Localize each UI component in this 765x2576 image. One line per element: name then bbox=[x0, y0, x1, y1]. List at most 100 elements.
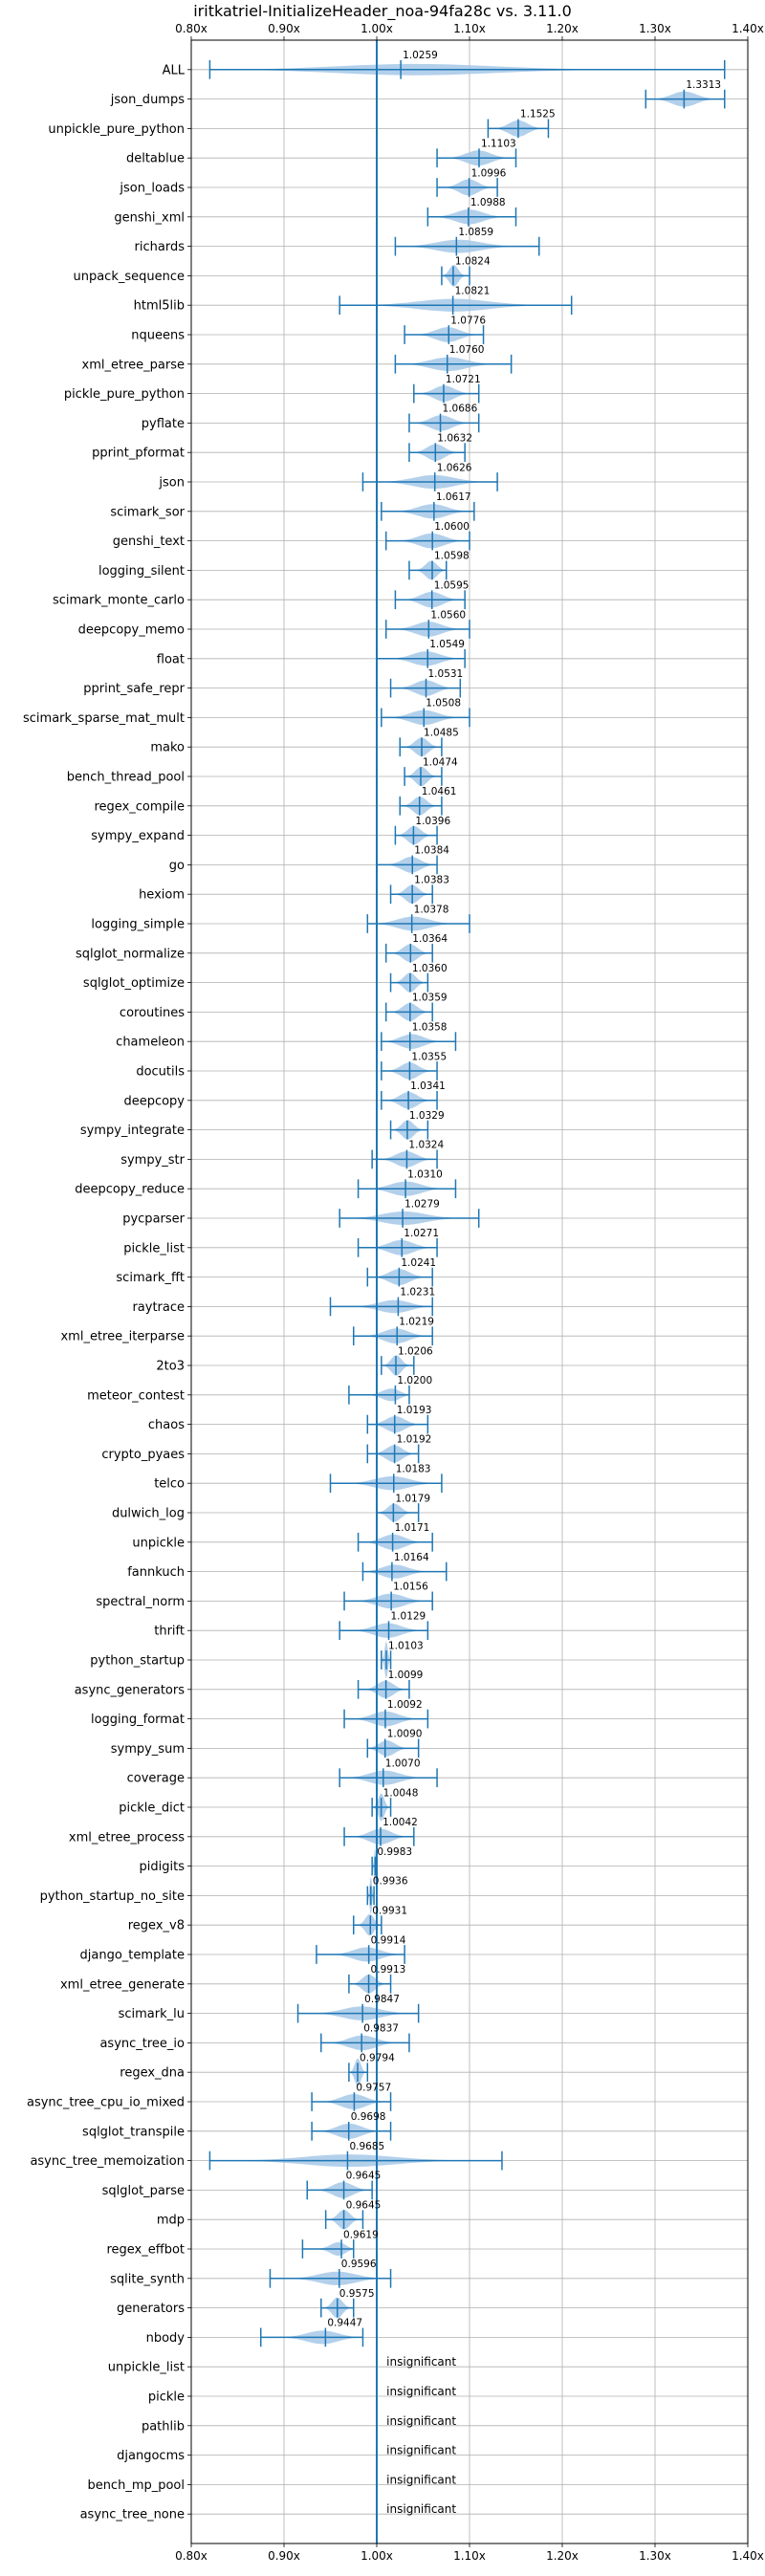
benchmark-label: 2to3 bbox=[156, 1360, 185, 1374]
mean-value-label: 0.9913 bbox=[371, 1964, 406, 1976]
mean-value-label: 0.9847 bbox=[364, 1994, 400, 2005]
x-tick-label-bottom: 1.30x bbox=[639, 2549, 671, 2563]
mean-value-label: 0.9931 bbox=[372, 1905, 407, 1916]
benchmark-label: xml_etree_process bbox=[69, 1830, 185, 1845]
benchmark-label: docutils bbox=[136, 1065, 185, 1080]
mean-value-label: 1.0626 bbox=[437, 462, 472, 473]
mean-value-label: 1.0206 bbox=[398, 1345, 433, 1357]
grid-layer bbox=[190, 40, 749, 2543]
insignificant-label: insignificant bbox=[386, 2385, 456, 2398]
mean-value-label: 0.9936 bbox=[373, 1876, 408, 1888]
benchmark-label: coroutines bbox=[120, 1006, 185, 1020]
mean-value-label: 1.0360 bbox=[412, 963, 448, 974]
x-tick-label-bottom: 1.40x bbox=[732, 2549, 764, 2563]
benchmark-label: regex_dna bbox=[120, 2066, 185, 2081]
mean-value-label: 1.0183 bbox=[396, 1463, 431, 1474]
benchmark-label: pickle_list bbox=[123, 1241, 185, 1255]
mean-value-label: 1.0329 bbox=[409, 1110, 445, 1122]
mean-value-label: 1.0241 bbox=[401, 1257, 436, 1269]
x-tick-label-bottom: 1.10x bbox=[453, 2549, 486, 2563]
benchmark-label: fannkuch bbox=[127, 1565, 185, 1580]
mean-value-label: 1.0396 bbox=[415, 816, 450, 827]
mean-value-label: 1.0048 bbox=[383, 1787, 419, 1799]
x-tick-label-bottom: 0.80x bbox=[175, 2549, 208, 2563]
mean-value-label: 1.0531 bbox=[428, 668, 464, 680]
mean-value-label: 0.9619 bbox=[343, 2229, 379, 2240]
mean-value-label: 0.9983 bbox=[377, 1846, 412, 1858]
mean-value-label: 1.0341 bbox=[410, 1081, 446, 1092]
benchmark-label: genshi_xml bbox=[114, 210, 185, 225]
benchmark-label: pidigits bbox=[140, 1860, 186, 1874]
mean-value-label: 1.0279 bbox=[404, 1198, 440, 1210]
x-tick-label-top: 1.40x bbox=[732, 22, 764, 35]
x-tick-label-top: 1.00x bbox=[361, 22, 393, 35]
benchmark-label: telco bbox=[154, 1477, 185, 1492]
benchmark-label: chaos bbox=[148, 1418, 185, 1432]
benchmark-label: pathlib bbox=[142, 2419, 185, 2434]
insignificant-label: insignificant bbox=[386, 2355, 456, 2369]
benchmark-label: meteor_contest bbox=[87, 1388, 185, 1403]
benchmark-label: raytrace bbox=[132, 1300, 185, 1315]
insignificant-label: insignificant bbox=[386, 2473, 456, 2486]
mean-value-label: 0.9575 bbox=[339, 2288, 375, 2300]
benchmark-label: scimark_fft bbox=[116, 1271, 185, 1285]
benchmark-label: django_template bbox=[80, 1949, 185, 1963]
benchmark-label: pickle bbox=[148, 2390, 185, 2405]
benchmark-label: json bbox=[158, 476, 185, 491]
mean-value-label: 1.0378 bbox=[414, 904, 449, 915]
mean-value-label: 1.0859 bbox=[458, 227, 493, 238]
benchmark-label: ALL bbox=[163, 63, 186, 77]
benchmark-label: sqlglot_normalize bbox=[76, 947, 185, 961]
insignificant-label: insignificant bbox=[386, 2444, 456, 2457]
mean-value-label: 1.0090 bbox=[387, 1729, 423, 1740]
mean-value-label: 1.0776 bbox=[450, 315, 486, 326]
benchmark-label: scimark_sparse_mat_mult bbox=[23, 711, 185, 726]
mean-value-label: 1.0461 bbox=[422, 786, 457, 797]
benchmark-label: djangocms bbox=[117, 2449, 185, 2463]
benchmark-label: sqlglot_parse bbox=[102, 2184, 185, 2198]
benchmark-label: python_startup_no_site bbox=[40, 1889, 185, 1904]
benchmark-label: async_generators bbox=[75, 1683, 186, 1697]
benchmark-label: deltablue bbox=[126, 152, 185, 166]
benchmark-label: xml_etree_parse bbox=[82, 358, 185, 372]
x-tick-label-bottom: 1.20x bbox=[546, 2549, 579, 2563]
mean-value-label: 0.9645 bbox=[346, 2199, 382, 2211]
benchmark-label: sqlglot_transpile bbox=[82, 2125, 185, 2139]
mean-value-label: 0.9794 bbox=[360, 2052, 395, 2063]
x-tick-label-bottom: 1.00x bbox=[361, 2549, 393, 2563]
mean-value-label: 0.9914 bbox=[371, 1934, 406, 1946]
benchmark-label: sympy_integrate bbox=[80, 1124, 185, 1138]
benchmark-label: go bbox=[169, 859, 185, 873]
benchmark-label: async_tree_memoization bbox=[30, 2154, 185, 2169]
benchmark-label: pycparser bbox=[122, 1212, 185, 1227]
benchmark-label: mdp bbox=[157, 2214, 185, 2228]
benchmark-label: deepcopy bbox=[123, 1094, 185, 1108]
benchmark-label: json_dumps bbox=[110, 93, 185, 107]
mean-value-label: 0.9757 bbox=[356, 2082, 391, 2093]
benchmark-label: bench_thread_pool bbox=[67, 771, 185, 785]
mean-value-label: 1.0192 bbox=[397, 1434, 432, 1446]
mean-value-label: 1.0355 bbox=[411, 1051, 447, 1062]
mean-value-label: 1.0474 bbox=[423, 756, 458, 768]
benchmark-label: nqueens bbox=[131, 329, 185, 343]
benchmark-label: scimark_monte_carlo bbox=[53, 594, 185, 608]
insignificant-label: insignificant bbox=[386, 2414, 456, 2428]
mean-value-label: 1.0171 bbox=[395, 1522, 430, 1534]
mean-value-label: 1.0686 bbox=[443, 404, 478, 415]
benchmark-label: sqlglot_optimize bbox=[83, 976, 185, 991]
mean-value-label: 1.0617 bbox=[436, 491, 471, 503]
mean-value-label: 1.0760 bbox=[449, 344, 485, 356]
mean-value-label: 1.0042 bbox=[382, 1817, 418, 1828]
mean-value-label: 1.0231 bbox=[400, 1287, 435, 1299]
benchmark-label: chameleon bbox=[116, 1036, 185, 1050]
mean-value-label: 1.0324 bbox=[408, 1140, 444, 1151]
benchmark-label: richards bbox=[135, 240, 186, 254]
benchmark-label: deepcopy_memo bbox=[78, 623, 185, 638]
mean-value-label: 1.0358 bbox=[412, 1021, 448, 1033]
mean-value-label: 1.0632 bbox=[437, 432, 472, 444]
mean-value-label: 0.9447 bbox=[327, 2318, 362, 2329]
benchmark-label: async_tree_cpu_io_mixed bbox=[27, 2096, 185, 2110]
x-tick-label-bottom: 0.90x bbox=[268, 2549, 300, 2563]
mean-value-label: 1.0099 bbox=[388, 1670, 424, 1681]
